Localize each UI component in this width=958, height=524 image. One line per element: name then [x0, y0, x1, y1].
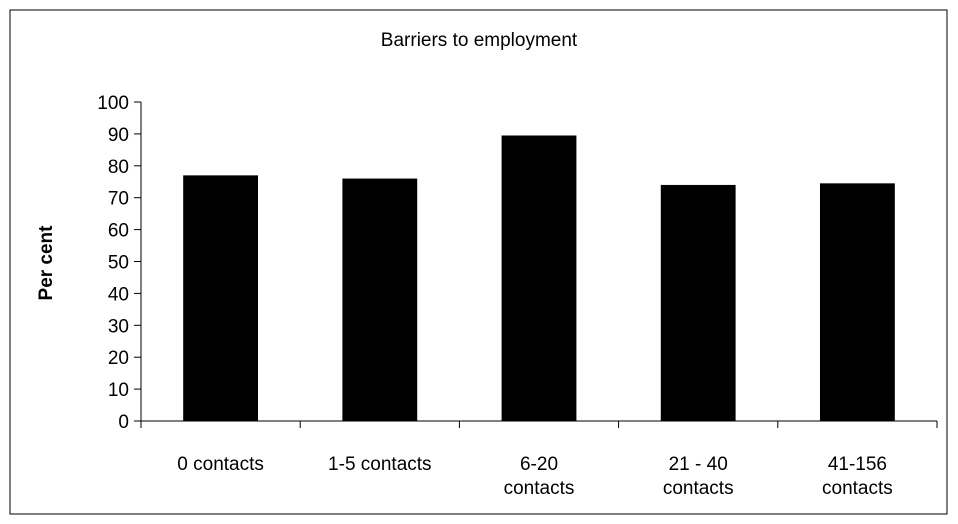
chart-title: Barriers to employment [381, 30, 578, 51]
x-category-label: 6-20 [520, 454, 558, 475]
y-axis-label: Per cent [36, 225, 57, 301]
x-category-label: 41-156 [828, 454, 887, 475]
y-tick-label: 100 [97, 93, 129, 114]
x-category-label: contacts [822, 478, 893, 499]
x-category-label: contacts [663, 478, 734, 499]
y-tick-label: 60 [108, 221, 129, 242]
x-category-label: 1-5 contacts [328, 454, 432, 475]
bar [342, 178, 418, 421]
y-tick-label: 70 [108, 189, 129, 210]
bar [819, 183, 895, 421]
y-axis: 0 10 20 30 40 50 60 70 80 90 100 [97, 93, 142, 433]
y-tick-label: 40 [108, 284, 129, 305]
y-tick-label: 0 [118, 412, 129, 433]
x-category-label: 0 contacts [177, 454, 264, 475]
bar [183, 175, 259, 421]
y-tick-label: 20 [108, 348, 129, 369]
chart-border [9, 9, 948, 515]
x-category-label: 21 - 40 [669, 454, 728, 475]
y-tick-label: 30 [108, 316, 129, 337]
bar [660, 184, 736, 421]
y-tick-label: 80 [108, 157, 129, 178]
x-category-label: contacts [504, 478, 575, 499]
y-tick-label: 50 [108, 253, 129, 274]
bar [501, 135, 577, 421]
category-labels: 0 contacts 1-5 contacts 6-20 contacts 21 - 4… [177, 454, 892, 499]
bars [183, 135, 895, 421]
y-tick-label: 90 [108, 125, 129, 146]
y-tick-label: 10 [108, 380, 129, 401]
